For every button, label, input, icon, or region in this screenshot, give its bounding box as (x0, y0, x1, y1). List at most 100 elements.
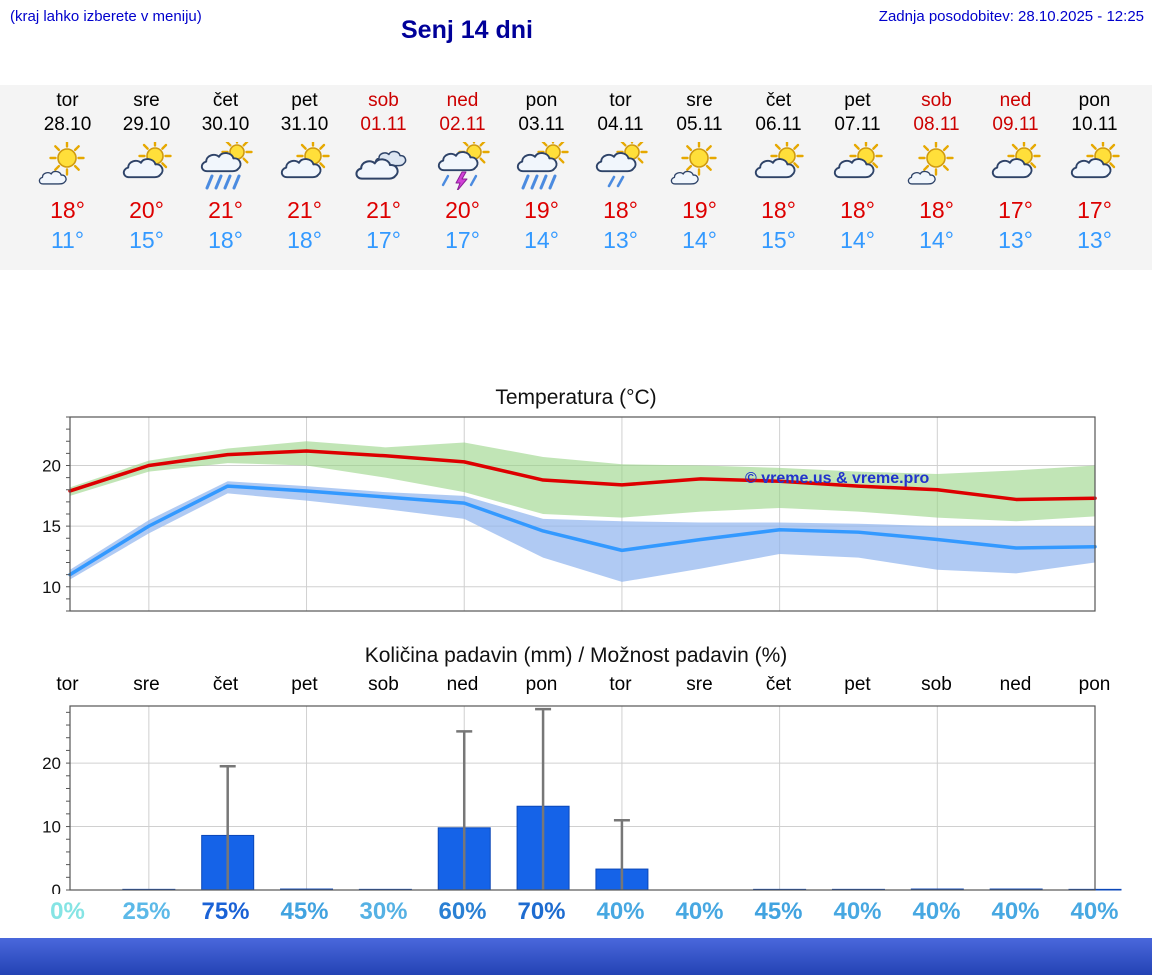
partly-cloudy-icon (818, 138, 897, 194)
day-date: 02.11 (439, 114, 486, 135)
day-high-temp: 20° (129, 197, 164, 223)
day-date: 09.11 (992, 114, 1039, 135)
day-high-temp: 20° (445, 197, 480, 223)
max-temp-line (68, 449, 1097, 502)
precip-probability-label: 40% (912, 898, 961, 925)
precip-probability-label: 40% (675, 898, 724, 925)
thunder-icon (423, 136, 502, 194)
precipitation-chart-title: Količina padavin (mm) / Možnost padavin … (364, 644, 788, 667)
day-date: 29.10 (122, 114, 171, 135)
day-low-temp: 14° (919, 227, 954, 253)
forecast-day-07.11[interactable]: pet 07.11 18° 14° (818, 85, 897, 270)
forecast-day-28.10[interactable]: tor 28.10 18° 11° (28, 85, 107, 270)
precip-day-label: čet (765, 674, 792, 695)
forecast-day-04.11[interactable]: tor 04.11 18° 13° (581, 85, 660, 270)
forecast-day-09.11[interactable]: ned 09.11 17° 13° (976, 85, 1055, 270)
precip-day-label: sob (368, 674, 399, 695)
mostly-sunny-icon (897, 138, 976, 194)
day-low-temp: 14° (524, 227, 559, 253)
precip-day-label: tor (609, 674, 632, 695)
day-name: pet (844, 90, 871, 111)
day-low-temp: 18° (287, 227, 322, 253)
precip-day-label: sre (133, 674, 160, 695)
day-date: 06.11 (755, 114, 802, 135)
day-high-temp: 21° (366, 197, 401, 223)
day-high-temp: 19° (524, 197, 559, 223)
precipitation-probability-row: 0% 25% 75% 45% 30% 60% 70% 40% 40% 45% 40% 40% 40% 40… (0, 898, 1152, 926)
day-high-temp: 18° (761, 197, 796, 223)
precip-probability-label: 40% (833, 898, 882, 925)
precip-probability-label: 40% (596, 898, 645, 925)
forecast-day-02.11[interactable]: ned 02.11 20° 17° (423, 85, 502, 270)
day-low-temp: 15° (129, 227, 164, 253)
day-low-temp: 17° (445, 227, 480, 253)
day-name: čet (765, 90, 792, 111)
forecast-strip: tor 28.10 18° 11° sre 29.10 20° 15° čet 30.10 21° 1… (0, 85, 1152, 270)
forecast-day-31.10[interactable]: pet 31.10 21° 18° (265, 85, 344, 270)
precip-probability-label: 0% (50, 898, 85, 925)
day-date: 10.11 (1071, 114, 1118, 135)
day-name: ned (999, 90, 1032, 111)
day-name: čet (212, 90, 239, 111)
day-name: sre (133, 90, 160, 111)
forecast-day-05.11[interactable]: sre 05.11 19° 14° (660, 85, 739, 270)
day-date: 08.11 (913, 114, 960, 135)
temperature-chart: 10 15 20 © vreme.us & vreme.pro (42, 416, 1097, 612)
precip-day-label: čet (212, 674, 239, 695)
cloudy-icon (344, 138, 423, 194)
forecast-day-30.10[interactable]: čet 30.10 21° 18° (186, 85, 265, 270)
precip-probability-label: 40% (991, 898, 1040, 925)
page-title: Senj 14 dni (401, 16, 533, 44)
day-low-temp: 11° (50, 227, 85, 253)
forecast-day-08.11[interactable]: sob 08.11 18° 14° (897, 85, 976, 270)
forecast-day-10.11[interactable]: pon 10.11 17° 13° (1055, 85, 1134, 270)
day-high-temp: 18° (50, 197, 85, 223)
day-date: 07.11 (834, 114, 881, 135)
day-low-temp: 13° (998, 227, 1033, 253)
day-date: 03.11 (518, 114, 565, 135)
day-date: 28.10 (43, 114, 92, 135)
day-name: ned (446, 90, 479, 111)
day-name: pon (525, 90, 558, 111)
precip-probability-label: 45% (280, 898, 329, 925)
day-name: tor (609, 90, 632, 111)
y-axis-label: 0 (52, 881, 61, 894)
watermark-text: © vreme.us & vreme.pro (745, 470, 930, 487)
day-high-temp: 17° (998, 197, 1033, 223)
precip-probability-label: 30% (359, 898, 408, 925)
day-name: pet (291, 90, 318, 111)
precip-day-label: pet (844, 674, 871, 695)
partly-cloudy-icon (265, 138, 344, 194)
forecast-day-03.11[interactable]: pon 03.11 19° 14° (502, 85, 581, 270)
rain-icon (186, 136, 265, 194)
day-low-temp: 15° (761, 227, 796, 253)
day-low-temp: 14° (682, 227, 717, 253)
mostly-sunny-icon (28, 138, 107, 194)
mostly-sunny-icon (660, 138, 739, 194)
day-high-temp: 21° (208, 197, 243, 223)
forecast-day-06.11[interactable]: čet 06.11 18° 15° (739, 85, 818, 270)
day-high-temp: 18° (840, 197, 875, 223)
day-low-temp: 17° (366, 227, 401, 253)
day-date: 04.11 (597, 114, 644, 135)
precip-day-label: ned (999, 674, 1032, 695)
precip-probability-label: 40% (1070, 898, 1119, 925)
footer-bar (0, 938, 1152, 975)
day-low-temp: 18° (208, 227, 243, 253)
y-axis-label: 10 (42, 818, 61, 837)
day-low-temp: 13° (1077, 227, 1112, 253)
precip-probability-label: 45% (754, 898, 803, 925)
precip-day-label: sob (921, 674, 952, 695)
last-update-text: Zadnja posodobitev: 28.10.2025 - 12:25 (878, 8, 1144, 25)
precipitation-chart: 0 10 20 (42, 705, 1122, 894)
day-name: sob (368, 90, 399, 111)
menu-hint-text: (kraj lahko izberete v meniju) (10, 8, 202, 25)
day-high-temp: 18° (919, 197, 954, 223)
forecast-day-29.10[interactable]: sre 29.10 20° 15° (107, 85, 186, 270)
light-rain-icon (581, 136, 660, 194)
forecast-day-01.11[interactable]: sob 01.11 21° 17° (344, 85, 423, 270)
precip-probability-label: 70% (517, 898, 566, 925)
day-date: 05.11 (676, 114, 723, 135)
day-date: 01.11 (360, 114, 407, 135)
